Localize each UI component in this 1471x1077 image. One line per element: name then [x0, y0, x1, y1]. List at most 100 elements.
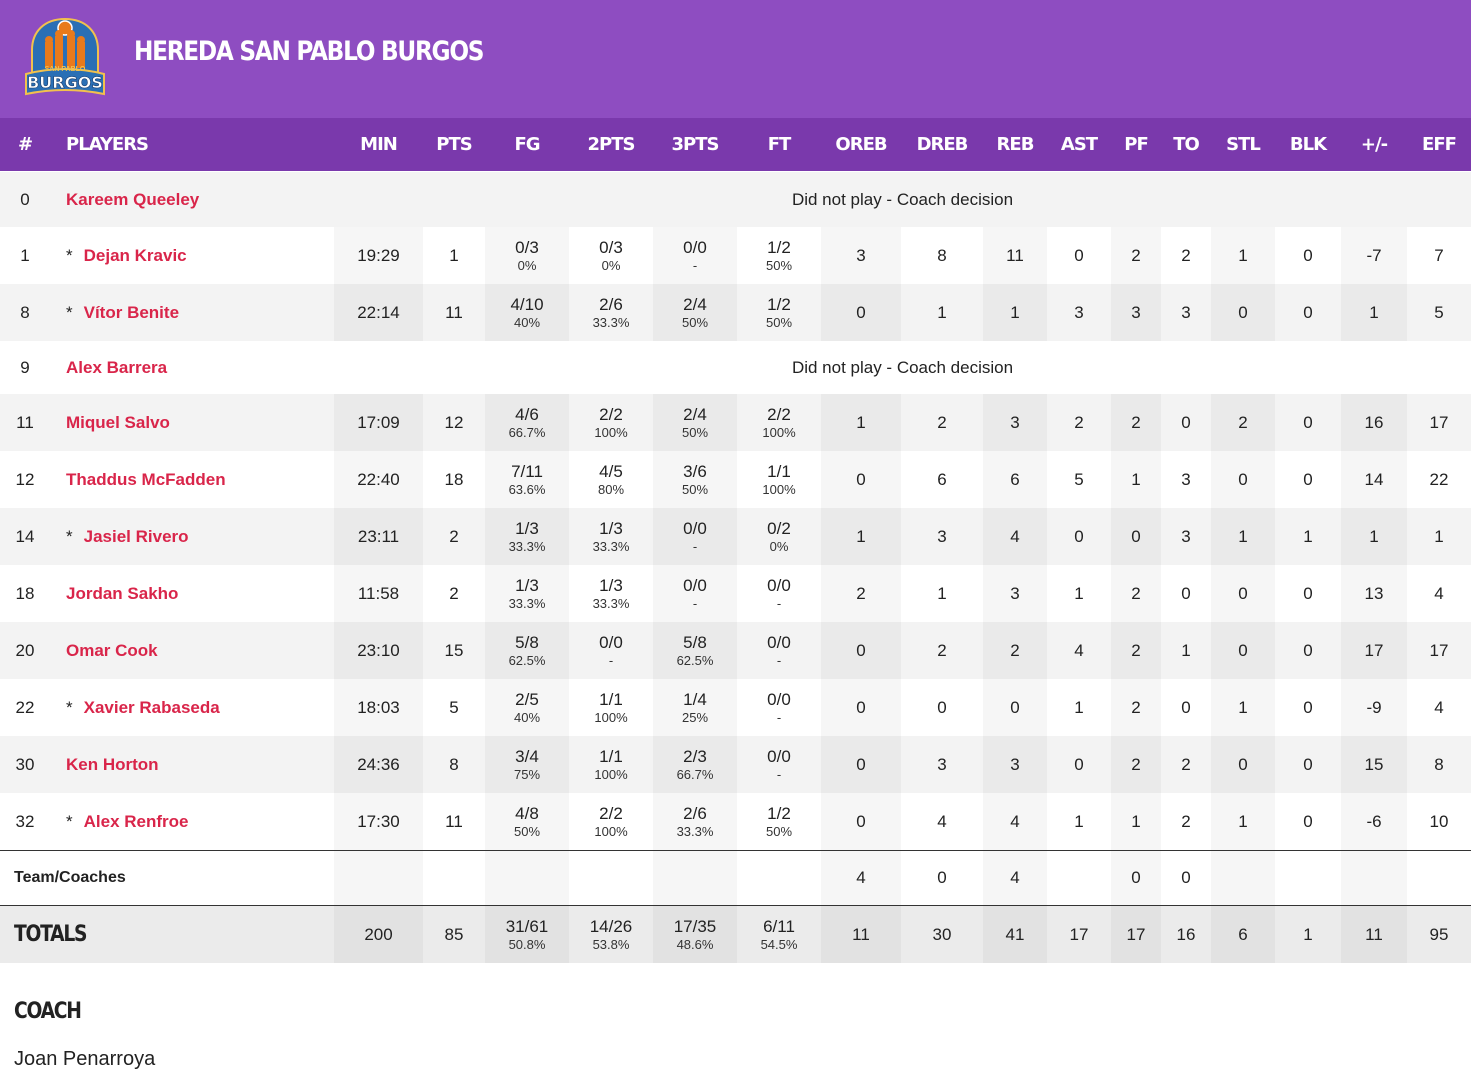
stat-reb-value: 6: [1010, 469, 1020, 489]
stat-ast-value: 0: [1074, 526, 1084, 546]
totals-label: TOTALS: [14, 922, 87, 947]
player-name: Jordan Sakho: [66, 583, 179, 603]
stat-dreb-value: 30: [932, 924, 952, 944]
stat-pts-value: 2: [449, 583, 459, 603]
stat-three-pct: -: [692, 538, 698, 554]
stat-pm-value: -9: [1366, 697, 1382, 717]
stat-oreb-value: 0: [856, 640, 866, 660]
stat-ft-pct: 100%: [762, 481, 796, 497]
stat-pf-value: 3: [1131, 302, 1141, 322]
player-name-link[interactable]: * Alex Renfroe: [66, 793, 189, 850]
stat-ast: 3: [1047, 284, 1111, 341]
stat-dreb: 0: [901, 851, 983, 905]
player-name-link[interactable]: Jordan Sakho: [66, 565, 178, 622]
player-row: 0 Kareem Queeley Did not play - Coach deci…: [0, 172, 1471, 227]
stat-two-pct: 80%: [597, 481, 625, 497]
team-coaches-row: Team/Coaches 4 0 4 0 0: [0, 850, 1471, 905]
player-name: Jasiel Rivero: [83, 526, 189, 546]
stat-stl: 6: [1211, 906, 1275, 963]
stat-pm-value: 15: [1364, 754, 1384, 774]
stat-to: 3: [1161, 451, 1211, 508]
stat-ft: 0/0-: [737, 736, 821, 793]
stat-min: 22:40: [334, 451, 423, 508]
stat-reb-value: 3: [1010, 754, 1020, 774]
stat-two: 4/5 80%: [569, 451, 653, 508]
stat-three-pct: 62.5%: [676, 652, 714, 668]
stat-stl-value: 0: [1238, 640, 1248, 660]
stat-pm-value: -6: [1366, 811, 1382, 831]
stat-fg-pct: 0%: [517, 257, 537, 273]
stat-pm: -6: [1341, 793, 1407, 850]
player-number: 14: [15, 526, 35, 546]
stat-ft-pct: 0%: [769, 538, 789, 554]
stat-oreb-value: 0: [856, 302, 866, 322]
stat-ast: 1: [1047, 679, 1111, 736]
stat-pm-value: 17: [1364, 640, 1384, 660]
player-name-link[interactable]: * Dejan Kravic: [66, 227, 187, 284]
stat-ast-value: 4: [1074, 640, 1084, 660]
stat-dreb: 30: [901, 906, 983, 963]
stat-blk-value: 0: [1303, 640, 1313, 660]
stat-two-value: 14/26: [589, 916, 633, 936]
stat-dreb: 1: [901, 565, 983, 622]
stat-pm-value: 11: [1365, 924, 1383, 944]
stat-fg: 31/61 50.8%: [485, 906, 569, 963]
stat-blk: 0: [1275, 394, 1341, 451]
stat-dreb-value: 0: [937, 697, 947, 717]
stat-ast-value: 17: [1069, 924, 1089, 944]
stat-stl: 2: [1211, 394, 1275, 451]
player-name-link[interactable]: Kareem Queeley: [66, 172, 199, 227]
player-name-link[interactable]: * Jasiel Rivero: [66, 508, 189, 565]
player-name-link[interactable]: * Xavier Rabaseda: [66, 679, 220, 736]
stat-eff-value: 17: [1429, 412, 1449, 432]
player-number: 30: [15, 754, 35, 774]
stat-fg-pct: 40%: [513, 314, 541, 330]
column-shade: [1341, 851, 1407, 905]
stat-pm: 17: [1341, 622, 1407, 679]
stat-reb-value: 2: [1010, 640, 1020, 660]
player-name-link[interactable]: Thaddus McFadden: [66, 451, 226, 508]
stat-pm-value: 16: [1364, 412, 1384, 432]
player-name-link[interactable]: Miquel Salvo: [66, 394, 170, 451]
stat-stl-value: 0: [1238, 469, 1248, 489]
stat-pts: 8: [423, 736, 485, 793]
stat-reb-value: 4: [1010, 811, 1020, 831]
stat-pm: 1: [1341, 508, 1407, 565]
stat-fg: 2/5 40%: [485, 679, 569, 736]
stat-three-value: 2/4: [683, 294, 707, 314]
col-ft: FT: [767, 134, 792, 155]
stat-reb-value: 41: [1005, 924, 1025, 944]
stat-fg-pct: 75%: [513, 766, 541, 782]
stat-two-pct: 100%: [594, 823, 628, 839]
did-not-play-note: Did not play - Coach decision: [791, 189, 1014, 209]
stat-pf-value: 0: [1131, 526, 1141, 546]
stat-pf-value: 2: [1131, 697, 1141, 717]
player-name: Alex Renfroe: [83, 811, 189, 831]
stat-to-value: 1: [1181, 640, 1191, 660]
stat-three: 1/4 25%: [653, 679, 737, 736]
stat-oreb-value: 0: [856, 811, 866, 831]
stat-pts: 1: [423, 227, 485, 284]
stat-oreb: 0: [821, 284, 901, 341]
stat-fg-pct: 62.5%: [508, 652, 546, 668]
player-name-link[interactable]: Alex Barrera: [66, 341, 167, 394]
stat-ft-pct: 54.5%: [760, 936, 798, 952]
stat-pf: 0: [1111, 508, 1161, 565]
stat-reb: 4: [983, 508, 1047, 565]
stat-to-value: 2: [1181, 811, 1191, 831]
stat-fg: 1/3 33.3%: [485, 565, 569, 622]
stat-stl: 0: [1211, 284, 1275, 341]
player-name-link[interactable]: * Vítor Benite: [66, 284, 179, 341]
player-row: 32 * Alex Renfroe 17:30 11 4/8 50% 2/2 100% 2/6 33…: [0, 793, 1471, 850]
stat-eff-value: 1: [1434, 526, 1444, 546]
player-name-link[interactable]: Ken Horton: [66, 736, 159, 793]
stat-pts-value: 1: [449, 245, 459, 265]
stat-min: 19:29: [334, 227, 423, 284]
stat-three: 2/4 50%: [653, 284, 737, 341]
col-eff: EFF: [1422, 134, 1457, 155]
stat-ast-value: 5: [1074, 469, 1084, 489]
stat-three: 2/4 50%: [653, 394, 737, 451]
stat-ft: 6/11 54.5%: [737, 906, 821, 963]
player-name-link[interactable]: Omar Cook: [66, 622, 158, 679]
stat-oreb-value: 1: [856, 412, 866, 432]
